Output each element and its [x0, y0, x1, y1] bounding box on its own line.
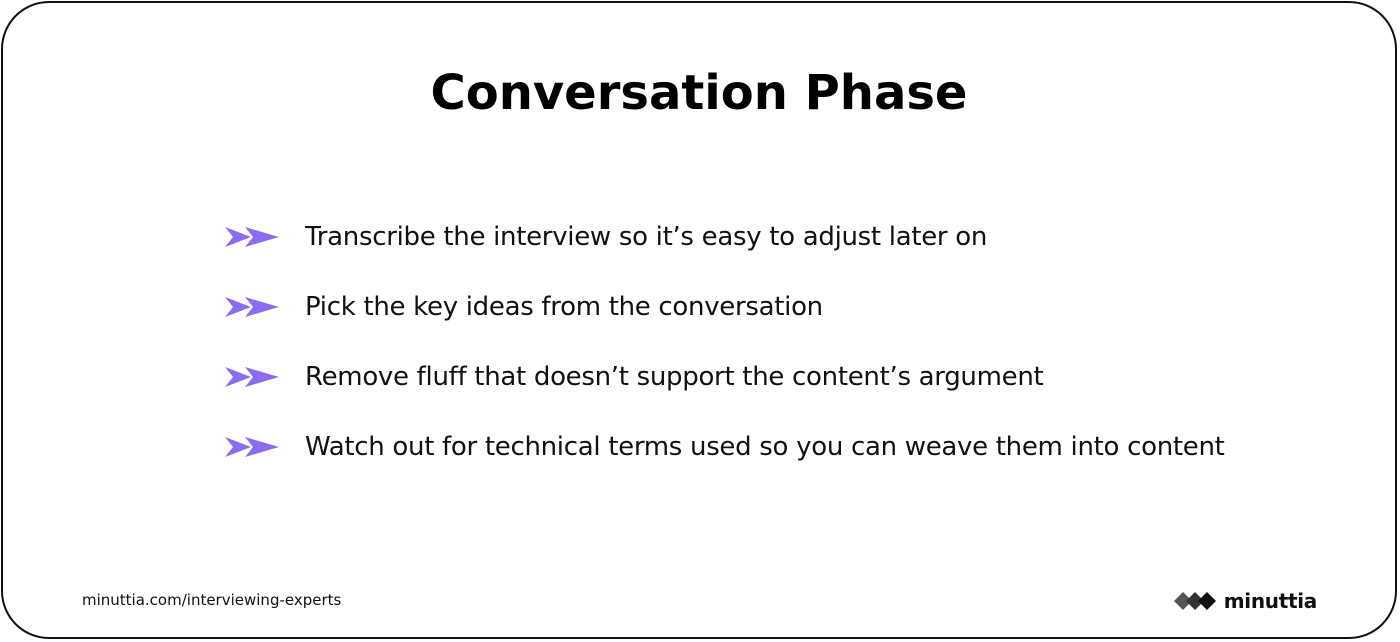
double-arrow-icon [225, 227, 279, 247]
list-item: Watch out for technical terms used so yo… [223, 425, 1225, 469]
bullet-text: Remove fluff that doesn’t support the co… [305, 362, 1044, 392]
list-item: Remove fluff that doesn’t support the co… [223, 355, 1225, 399]
double-arrow-icon [225, 297, 279, 317]
bullet-list: Transcribe the interview so it’s easy to… [223, 215, 1225, 495]
slide-title: Conversation Phase [430, 65, 968, 121]
double-arrow-icon [225, 367, 279, 387]
brand-logo: minuttia [1172, 587, 1317, 615]
source-url: minuttia.com/interviewing-experts [82, 591, 342, 609]
bullet-text: Transcribe the interview so it’s easy to… [305, 222, 988, 252]
bullet-text: Pick the key ideas from the conversation [305, 292, 823, 322]
list-item: Pick the key ideas from the conversation [223, 285, 1225, 329]
double-arrow-icon [225, 437, 279, 457]
list-item: Transcribe the interview so it’s easy to… [223, 215, 1225, 259]
minuttia-logo-icon [1173, 592, 1216, 610]
bullet-text: Watch out for technical terms used so yo… [305, 432, 1225, 462]
brand-name: minuttia [1223, 589, 1318, 613]
